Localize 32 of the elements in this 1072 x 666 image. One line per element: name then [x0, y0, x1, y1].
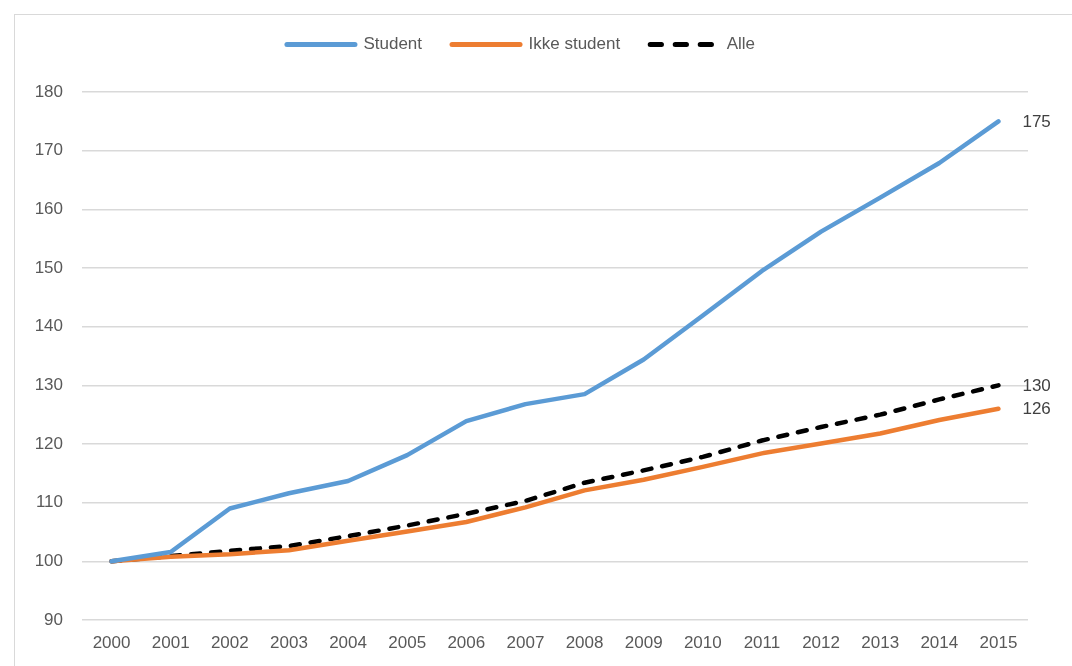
- x-tick-label: 2001: [151, 632, 190, 652]
- y-tick-label: 130: [34, 375, 63, 395]
- x-tick-label: 2002: [210, 632, 249, 652]
- data-label: 130: [1022, 376, 1051, 396]
- x-tick-label: 2011: [743, 632, 781, 652]
- y-tick-label: 140: [34, 316, 63, 336]
- x-tick-label: 2004: [329, 632, 367, 652]
- legend-label: Student: [363, 34, 423, 54]
- y-tick-label: 150: [34, 257, 63, 277]
- y-tick-label: 180: [34, 81, 63, 101]
- y-tick-label: 120: [34, 433, 63, 453]
- x-tick-label: 2000: [92, 632, 131, 652]
- x-tick-label: 2003: [270, 632, 308, 652]
- x-tick-label: 2006: [447, 632, 486, 652]
- x-tick-label: 2009: [624, 632, 663, 652]
- x-tick-label: 2008: [565, 632, 604, 652]
- x-tick-label: 2005: [388, 632, 427, 652]
- x-tick-label: 2010: [683, 632, 722, 652]
- y-tick-label: 160: [34, 199, 63, 219]
- legend-label: Ikke student: [528, 34, 621, 54]
- x-tick-label: 2014: [920, 632, 959, 652]
- y-tick-label: 110: [35, 492, 63, 512]
- x-tick-label: 2007: [506, 632, 545, 652]
- data-label: 175: [1022, 112, 1051, 132]
- x-tick-label: 2013: [861, 632, 900, 652]
- y-tick-label: 90: [44, 609, 63, 629]
- legend-label: Alle: [726, 34, 756, 54]
- data-label: 126: [1022, 399, 1051, 419]
- x-tick-label: 2015: [979, 632, 1018, 652]
- x-tick-label: 2012: [802, 632, 840, 652]
- y-tick-label: 170: [34, 140, 63, 160]
- y-tick-label: 100: [34, 551, 63, 571]
